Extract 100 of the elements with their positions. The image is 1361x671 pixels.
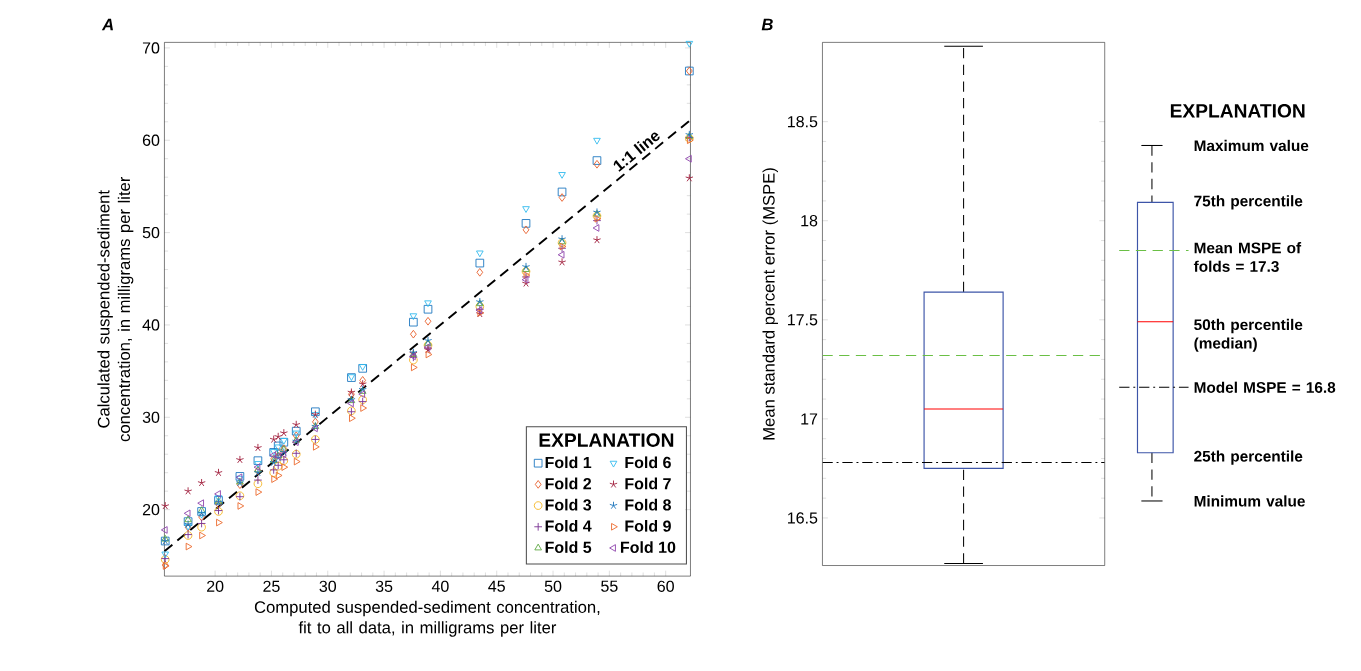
point bbox=[183, 509, 191, 518]
point bbox=[253, 443, 263, 452]
point bbox=[235, 455, 245, 464]
point bbox=[185, 543, 193, 551]
x-tick-label: 25 bbox=[263, 580, 280, 593]
text: 75th percentile bbox=[1194, 195, 1303, 210]
point bbox=[592, 235, 602, 244]
point bbox=[557, 258, 567, 266]
point bbox=[253, 456, 263, 466]
point bbox=[425, 350, 433, 359]
point bbox=[685, 41, 694, 48]
point bbox=[593, 160, 601, 169]
legend-label: Fold 9 bbox=[625, 520, 671, 533]
point bbox=[279, 428, 288, 437]
point bbox=[521, 219, 531, 228]
point bbox=[476, 268, 484, 277]
point bbox=[312, 417, 319, 427]
point bbox=[557, 187, 567, 197]
legend-label: Model MSPE = 16.8 bbox=[1194, 381, 1336, 394]
point bbox=[253, 476, 263, 485]
point bbox=[522, 225, 530, 235]
text: 50th percentile (median) bbox=[1194, 319, 1303, 352]
point bbox=[424, 300, 432, 308]
chart-title: B bbox=[761, 18, 773, 31]
y-axis-title: Calculated suspended-sediment concentration, in milligrams per liter bbox=[97, 177, 134, 442]
x-tick-label: 20 bbox=[207, 580, 224, 593]
point bbox=[409, 313, 418, 321]
point bbox=[160, 526, 168, 534]
point bbox=[359, 376, 367, 385]
point bbox=[275, 471, 283, 480]
point bbox=[161, 501, 170, 510]
point bbox=[184, 515, 192, 523]
point bbox=[216, 519, 223, 527]
text: Maximum value bbox=[1194, 140, 1309, 152]
point bbox=[685, 155, 692, 163]
point bbox=[522, 206, 530, 214]
point bbox=[293, 458, 301, 466]
point bbox=[685, 174, 694, 182]
y-tick-label: 18 bbox=[801, 215, 818, 227]
x-tick-label: 50 bbox=[544, 580, 562, 593]
point bbox=[197, 519, 206, 529]
y-tick-label: 17.5 bbox=[788, 314, 818, 326]
point bbox=[274, 448, 282, 457]
point bbox=[281, 463, 289, 472]
x-axis-title: Computed suspended-sediment concentration, fit to all data, in milligrams per liter bbox=[254, 600, 600, 637]
point bbox=[253, 479, 263, 489]
point bbox=[557, 251, 565, 259]
point bbox=[592, 156, 602, 166]
legend-label: Fold 6 bbox=[625, 456, 671, 469]
x-tick-label: 60 bbox=[657, 580, 674, 593]
text: Minimum value bbox=[1194, 495, 1305, 507]
y-tick-label: 40 bbox=[142, 319, 160, 331]
y-tick-label: 60 bbox=[142, 134, 160, 147]
point bbox=[358, 390, 366, 399]
point bbox=[347, 399, 354, 408]
point bbox=[292, 420, 301, 429]
legend-label: Fold 4 bbox=[545, 520, 592, 533]
point bbox=[521, 279, 531, 288]
point bbox=[197, 499, 204, 508]
text: 25th percentile bbox=[1194, 450, 1303, 466]
point bbox=[183, 487, 193, 495]
legend-label: Fold 5 bbox=[545, 541, 592, 554]
point bbox=[199, 531, 206, 540]
point bbox=[269, 435, 278, 444]
legend-label: Mean MSPE of folds = 17.3 bbox=[1193, 242, 1302, 273]
y-tick-label: 20 bbox=[142, 504, 160, 516]
legend-label: Fold 2 bbox=[545, 477, 592, 490]
point bbox=[424, 317, 432, 326]
point bbox=[197, 478, 206, 487]
point bbox=[521, 276, 529, 284]
point bbox=[197, 523, 206, 532]
point bbox=[423, 305, 433, 314]
point bbox=[593, 138, 601, 145]
chart-title: A bbox=[101, 18, 113, 31]
point bbox=[214, 490, 221, 498]
y-tick-label: 16.5 bbox=[788, 512, 818, 524]
x-tick-label: 55 bbox=[601, 580, 618, 593]
y-tick-label: 18.5 bbox=[788, 116, 818, 128]
point bbox=[409, 318, 418, 327]
x-tick-label: 40 bbox=[431, 580, 449, 593]
point bbox=[237, 502, 245, 510]
legend-label: Fold 7 bbox=[625, 477, 671, 490]
y-tick-label: 17 bbox=[801, 413, 818, 425]
x-tick-label: 35 bbox=[375, 580, 393, 593]
point bbox=[558, 172, 566, 179]
y-tick-label: 30 bbox=[142, 411, 160, 424]
point bbox=[360, 404, 367, 413]
point bbox=[271, 475, 278, 484]
legend-title: EXPLANATION bbox=[539, 433, 674, 448]
point bbox=[475, 259, 485, 268]
point bbox=[558, 193, 566, 203]
legend-label: Fold 1 bbox=[545, 456, 592, 469]
y-tick-label: 50 bbox=[142, 227, 160, 239]
point bbox=[255, 488, 263, 497]
y-axis-title: Mean standard percent error (MSPE) bbox=[762, 168, 779, 440]
text: 1:1 line bbox=[613, 132, 660, 172]
point bbox=[410, 330, 417, 339]
legend-label: Fold 3 bbox=[545, 499, 592, 511]
text: EXPLANATION bbox=[1170, 104, 1305, 118]
point bbox=[476, 250, 484, 258]
